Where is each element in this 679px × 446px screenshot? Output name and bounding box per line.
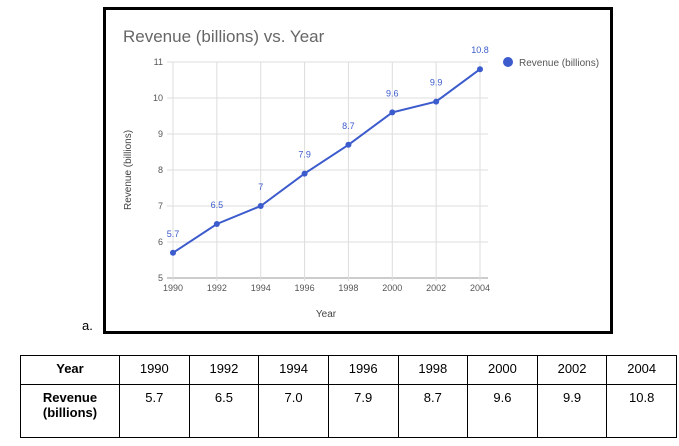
- table-header-revenue: Revenue (billions): [20, 384, 120, 438]
- table-header-year: Year: [20, 355, 120, 385]
- y-tick-label: 10: [153, 93, 163, 103]
- table-cell-year: 2002: [536, 355, 608, 385]
- table-cell-year: 1990: [119, 355, 190, 385]
- y-tick-label: 5: [158, 273, 163, 283]
- x-axis-title: Year: [316, 309, 337, 320]
- table-cell-revenue: 6.5: [188, 384, 260, 438]
- y-tick-label: 8: [158, 165, 163, 175]
- series-line: [172, 68, 481, 254]
- row-label-line: Revenue: [42, 390, 98, 405]
- table-cell-year: 1996: [327, 355, 399, 385]
- table-cell-revenue: 9.6: [467, 384, 538, 438]
- table-row-revenue: Revenue (billions) 5.7 6.5 7.0 7.9 8.7 9.…: [20, 384, 677, 438]
- x-tick-label: 2000: [382, 283, 402, 293]
- table-cell-revenue: 10.8: [606, 384, 677, 438]
- data-point[interactable]: [213, 221, 220, 227]
- chart-title: Revenue (billions) vs. Year: [123, 27, 325, 46]
- y-axis-title: Revenue (billions): [123, 130, 134, 210]
- table-row-year: Year 1990 1992 1994 1996 1998 2000 2002 …: [20, 355, 677, 385]
- y-tick-label: 6: [158, 237, 163, 247]
- figure-label: a.: [82, 318, 93, 333]
- x-tick-label: 1998: [338, 283, 358, 293]
- y-tick-label: 9: [158, 129, 163, 139]
- table-cell-revenue: 7.0: [258, 384, 329, 438]
- data-point[interactable]: [170, 249, 176, 256]
- data-label: 6.5: [211, 200, 224, 210]
- table-cell-revenue: 8.7: [397, 384, 469, 438]
- data-label: 5.7: [167, 229, 180, 239]
- legend-marker: [503, 57, 513, 67]
- data-point[interactable]: [257, 203, 264, 209]
- table-cell-revenue: 7.9: [327, 384, 399, 438]
- chart-frame: 5 6 7 8 9 10 11 1990 1992 1994 1996 1998 2000 2002 200…: [103, 7, 613, 334]
- y-tick-label: 11: [154, 57, 163, 67]
- x-tick-label: 1990: [163, 283, 183, 293]
- table-cell-year: 2004: [606, 355, 677, 385]
- data-point[interactable]: [389, 109, 396, 116]
- table-cell-year: 1992: [188, 355, 260, 385]
- table-cell-year: 1994: [258, 355, 329, 385]
- table-cell-year: 2000: [467, 355, 538, 385]
- table-cell-year: 1998: [397, 355, 469, 385]
- x-tick-label: 1996: [295, 283, 315, 293]
- table-cell-revenue: 9.9: [536, 384, 608, 438]
- legend-label[interactable]: Revenue (billions): [519, 58, 599, 69]
- x-tick-label: 2004: [470, 283, 490, 293]
- x-tick-label: 1992: [207, 283, 227, 293]
- x-tick-label: 1994: [251, 283, 271, 293]
- data-label: 7.9: [298, 150, 311, 160]
- y-tick-label: 7: [158, 201, 163, 211]
- data-point[interactable]: [477, 66, 483, 73]
- data-label: 9.9: [430, 78, 443, 88]
- data-label: 9.6: [386, 88, 399, 98]
- line-chart: 5 6 7 8 9 10 11 1990 1992 1994 1996 1998 2000 2002 200…: [123, 27, 599, 320]
- data-label: 10.8: [471, 45, 489, 55]
- data-label: 8.7: [342, 121, 355, 131]
- table-cell-revenue: 5.7: [119, 384, 190, 438]
- data-label: 7: [258, 182, 263, 192]
- x-tick-label: 2002: [426, 283, 446, 293]
- data-point[interactable]: [345, 141, 352, 148]
- data-point[interactable]: [301, 170, 308, 177]
- row-label-line: (billions): [42, 405, 98, 420]
- data-table: Year 1990 1992 1994 1996 1998 2000 2002 …: [20, 355, 677, 438]
- data-point[interactable]: [433, 98, 440, 105]
